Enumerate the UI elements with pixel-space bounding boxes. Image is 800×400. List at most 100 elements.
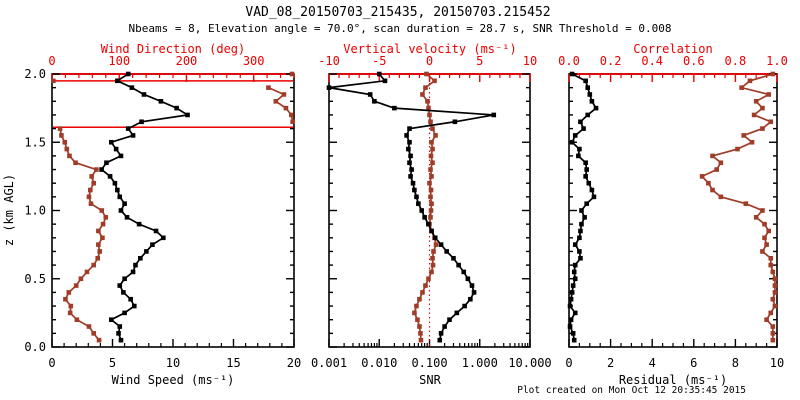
vertical-velocity-point xyxy=(432,78,437,84)
wind-speed-point xyxy=(108,317,114,322)
correlation-point xyxy=(766,228,771,234)
snr-point xyxy=(426,221,431,227)
snr-line xyxy=(328,73,494,341)
svg-text:0.5: 0.5 xyxy=(24,272,46,286)
wind-speed-point xyxy=(112,180,118,186)
wind-speed-point xyxy=(138,255,143,261)
wind-direction-point xyxy=(67,153,72,159)
correlation-point xyxy=(768,262,774,268)
wind-speed-point xyxy=(125,71,131,77)
svg-text:0.6: 0.6 xyxy=(683,54,705,68)
snr-point xyxy=(462,303,467,309)
vertical-velocity-point xyxy=(423,85,428,90)
residual-point xyxy=(572,262,578,268)
correlation-point xyxy=(772,276,778,282)
vertical-velocity-point xyxy=(420,92,425,97)
snr-point xyxy=(471,290,477,295)
residual-point xyxy=(591,194,597,200)
residual-axis-label: Residual (ms⁻¹) xyxy=(619,373,727,387)
snr-point xyxy=(456,262,461,268)
vertical-velocity-point xyxy=(433,133,438,138)
snr-point xyxy=(442,324,447,329)
svg-text:1.0: 1.0 xyxy=(766,54,788,68)
correlation-point xyxy=(764,317,769,322)
snr-point xyxy=(468,296,473,302)
vertical-velocity-point xyxy=(430,160,435,166)
wind-speed-point xyxy=(122,201,127,206)
residual-point xyxy=(582,215,587,220)
vertical-velocity-point xyxy=(429,139,434,145)
correlation-point xyxy=(749,139,755,145)
wind-speed-point xyxy=(122,276,127,282)
vertical-velocity-point xyxy=(428,119,433,125)
correlation-point xyxy=(760,208,765,213)
svg-text:0.2: 0.2 xyxy=(600,54,622,68)
wind-direction-point xyxy=(95,255,101,261)
vertical-velocity-point xyxy=(426,276,431,282)
svg-text:0.100: 0.100 xyxy=(411,356,447,370)
residual-point xyxy=(572,276,578,282)
wind-direction-point xyxy=(51,78,56,84)
wind-speed-point xyxy=(117,194,123,200)
svg-text:1.5: 1.5 xyxy=(24,135,46,149)
wind-speed-point xyxy=(150,242,155,247)
vertical-velocity-point xyxy=(425,99,430,104)
vertical-velocity-point xyxy=(428,208,434,213)
residual-point xyxy=(572,310,578,316)
wind-direction-point xyxy=(66,290,72,295)
wind-speed-point xyxy=(121,290,126,295)
wind-direction-point xyxy=(281,92,287,97)
correlation-point xyxy=(718,160,724,166)
vertical-velocity-point xyxy=(412,310,417,316)
wind-speed-point xyxy=(124,215,130,220)
vertical-velocity-point xyxy=(420,290,425,295)
wind-direction-point xyxy=(88,201,94,206)
vertical-velocity-point xyxy=(428,187,434,193)
residual-point xyxy=(578,119,583,125)
correlation-point xyxy=(770,331,776,336)
wind-direction-point xyxy=(59,133,64,138)
svg-text:0: 0 xyxy=(565,356,572,370)
snr-point xyxy=(438,242,444,247)
wind-direction-point xyxy=(84,269,90,275)
residual-point xyxy=(577,235,582,241)
wind-direction-point xyxy=(74,317,80,322)
vertical-velocity-point xyxy=(423,283,428,288)
correlation-point xyxy=(751,112,757,118)
snr-point xyxy=(367,92,373,97)
wind-speed-point xyxy=(161,235,166,241)
snr-point xyxy=(407,139,412,145)
svg-text:0.001: 0.001 xyxy=(311,356,347,370)
vertical-velocity-point xyxy=(431,249,436,254)
plot-subtitle: Nbeams = 8, Elevation angle = 70.0°, sca… xyxy=(128,22,671,35)
wind-direction-point xyxy=(63,296,68,302)
correlation-point xyxy=(768,255,774,261)
snr-point xyxy=(447,317,452,322)
svg-text:10: 10 xyxy=(523,54,537,68)
svg-text:-5: -5 xyxy=(372,54,386,68)
wind-speed-point xyxy=(139,119,144,125)
snr-point xyxy=(407,160,412,166)
svg-text:15: 15 xyxy=(226,356,240,370)
wind-speed-point xyxy=(104,160,109,166)
svg-text:20: 20 xyxy=(287,356,301,370)
residual-point xyxy=(572,133,578,138)
vertical-velocity-point xyxy=(429,201,434,206)
correlation-point xyxy=(714,167,719,172)
snr-point xyxy=(469,283,475,288)
residual-line xyxy=(569,73,598,341)
snr-point xyxy=(461,269,467,275)
snr-point xyxy=(326,85,332,90)
correlation-point xyxy=(739,85,744,90)
svg-text:0: 0 xyxy=(48,54,55,68)
wind-speed-point xyxy=(128,296,133,302)
wind-speed-point xyxy=(118,208,124,213)
wind-direction-point xyxy=(100,235,105,241)
snr-point xyxy=(412,187,417,193)
correlation-line xyxy=(700,73,776,341)
snr-point xyxy=(414,194,419,200)
wind-speed-point xyxy=(118,153,124,159)
wind-speed-point xyxy=(125,126,131,131)
correlation-point xyxy=(768,310,774,316)
